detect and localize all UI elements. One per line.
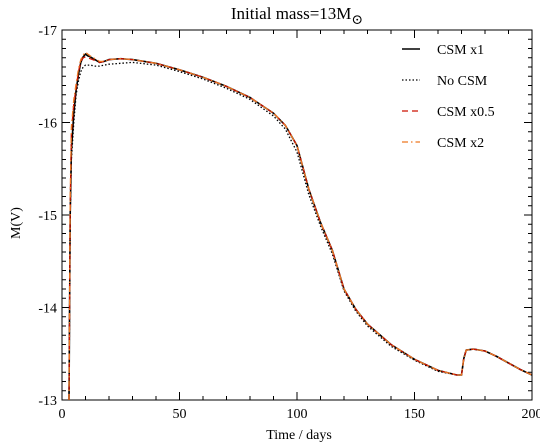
legend-label-4: CSM x2 (437, 136, 484, 151)
series-line-4 (68, 51, 532, 400)
y-axis-label: M(V) (9, 207, 24, 239)
x-tick-label: 0 (59, 407, 66, 422)
chart-title-text: Initial mass=13M (231, 4, 352, 23)
x-tick-label: 150 (404, 407, 425, 422)
legend-label-1: CSM x1 (437, 43, 484, 58)
x-tick-label: 200 (522, 407, 540, 422)
legend-label-2: No CSM (437, 74, 488, 89)
plot-area: 0 50 100 150 200 -17 -16 -15 -14 -13 (38, 24, 540, 422)
y-tick-label: -13 (38, 394, 57, 409)
sun-symbol-icon: ⊙ (351, 13, 363, 28)
chart-title: Initial mass=13M⊙ (231, 4, 363, 28)
x-tick-label: 100 (287, 407, 308, 422)
legend-label-3: CSM x0.5 (437, 105, 495, 120)
y-tick-label: -16 (38, 117, 57, 132)
x-axis-label: Time / days (266, 428, 332, 442)
x-tick-label: 50 (173, 407, 187, 422)
y-tick-label: -14 (38, 302, 57, 317)
y-tick-label: -15 (38, 209, 57, 224)
y-tick-label: -17 (38, 24, 57, 39)
legend: CSM x1 No CSM CSM x0.5 CSM x2 (402, 43, 495, 151)
